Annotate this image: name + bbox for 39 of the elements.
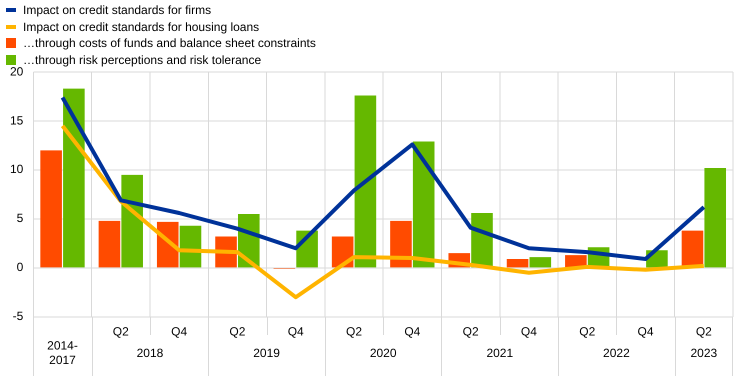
y-tick-label: 20 (10, 64, 24, 78)
bar (530, 257, 552, 268)
x-tick-label: Q4 (404, 324, 421, 338)
x-tick-label: Q2 (696, 324, 712, 338)
x-tick-label: Q4 (171, 324, 188, 338)
bar (390, 220, 412, 268)
x-tick-label: Q2 (229, 324, 246, 338)
text: 2023 (690, 346, 718, 360)
bar (506, 259, 528, 268)
bar (63, 88, 85, 268)
x-tick-label: Q2 (579, 324, 596, 338)
y-tick-label: 10 (10, 162, 24, 176)
x-tick-label: Q2 (112, 324, 130, 338)
y-tick-label: -5 (12, 309, 24, 324)
y-tick-label: 15 (10, 113, 24, 128)
text: 2020 (370, 346, 397, 360)
text: 2022 (603, 346, 630, 360)
x-tick-label: Q4 (638, 324, 654, 338)
legend-label: …through costs of funds and balance sheet constraints (23, 36, 316, 50)
x-tick-label: 2014-2017 (47, 338, 78, 368)
legend-label: …through risk perceptions and risk tolerance (23, 52, 262, 67)
bar (704, 168, 726, 268)
bar (682, 230, 704, 268)
x-tick-label: Q2 (346, 324, 362, 338)
text: 2018 (136, 346, 164, 360)
x-tick-label: Q2 (462, 324, 479, 338)
x-tick-label: Q4 (520, 324, 538, 338)
legend-label: Impact on credit standards for firms (23, 3, 212, 18)
y-tick-label: 5 (16, 211, 24, 226)
y-tick-label: 0 (16, 260, 24, 274)
bar (40, 150, 62, 268)
text: 2019 (253, 346, 280, 360)
bar (98, 220, 120, 268)
x-tick-label: Q4 (288, 324, 304, 338)
bar (412, 142, 434, 268)
legend-label: Impact on credit standards for housing loans (23, 20, 260, 34)
text: 2021 (486, 346, 514, 360)
bar (121, 174, 143, 268)
bar (354, 96, 376, 268)
